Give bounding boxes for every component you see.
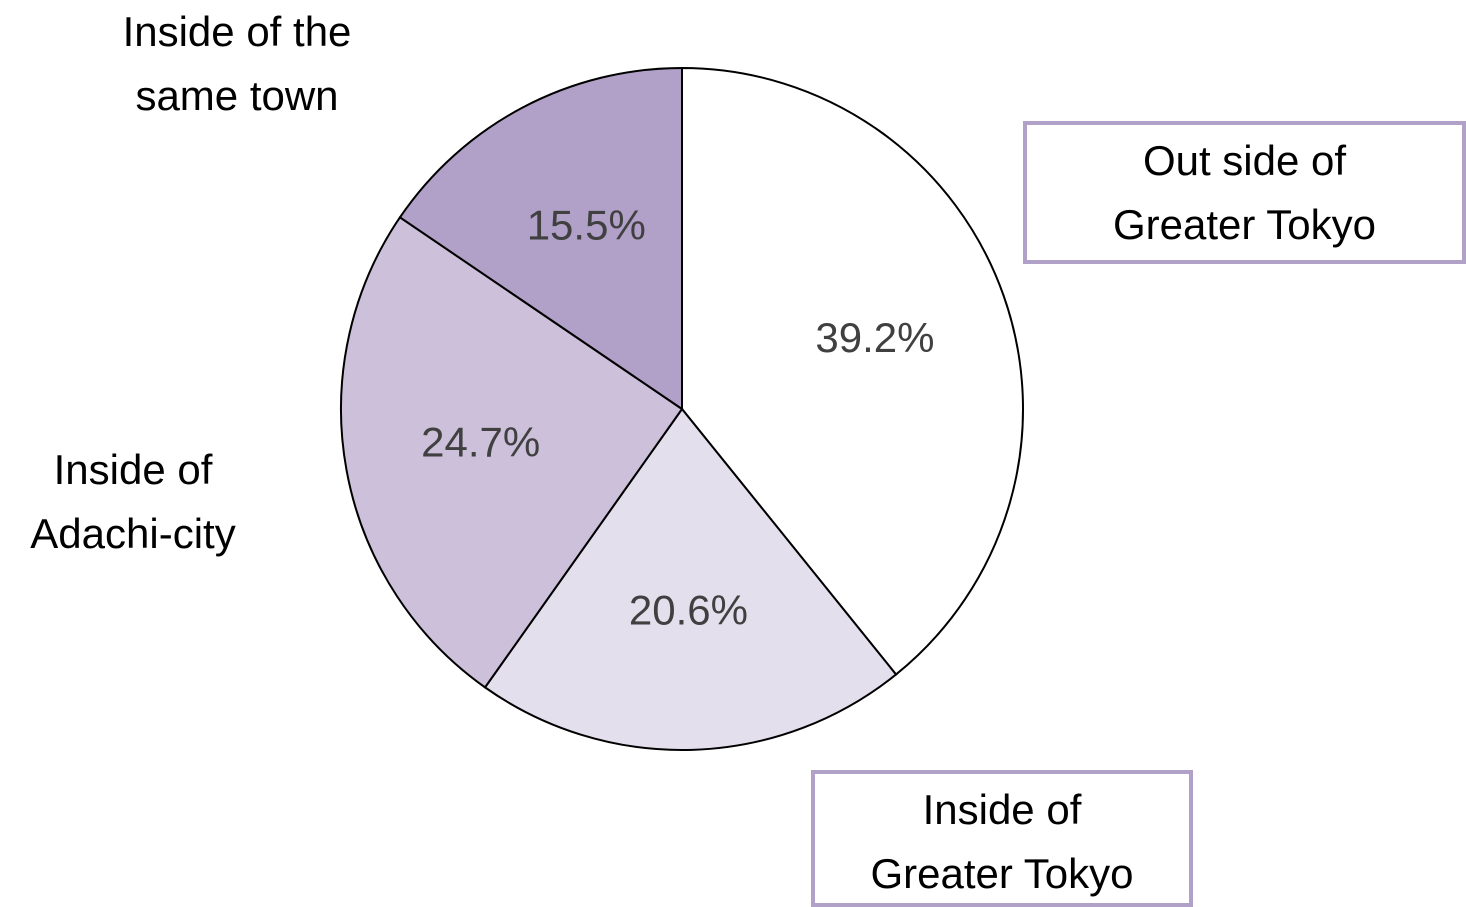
category-label: Out side of Greater Tokyo bbox=[1023, 121, 1466, 264]
pie-slice bbox=[340, 215, 684, 689]
category-label: Inside of Adachi-city bbox=[30, 446, 236, 557]
pie-slice bbox=[681, 66, 1024, 676]
value-label: 20.6% bbox=[629, 587, 748, 634]
value-label: 24.7% bbox=[421, 419, 540, 466]
pie-slice bbox=[483, 407, 898, 751]
category-label: Inside of the same town bbox=[122, 8, 352, 119]
value-label: 39.2% bbox=[815, 314, 934, 361]
value-label: 15.5% bbox=[527, 201, 646, 248]
pie-slice bbox=[398, 66, 683, 411]
category-label: Inside of Greater Tokyo bbox=[811, 770, 1193, 907]
